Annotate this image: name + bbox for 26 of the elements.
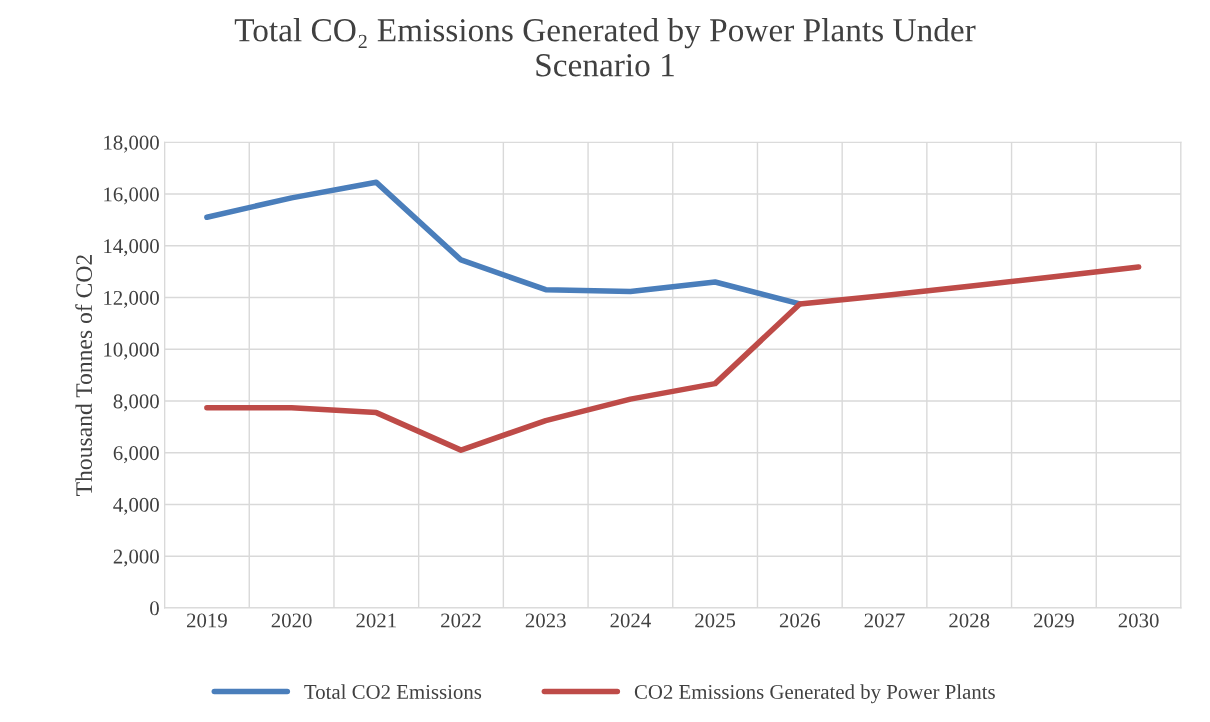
y-tick-label: 12,000 xyxy=(104,290,159,308)
legend-label: Total CO2 Emissions xyxy=(304,684,482,699)
x-tick-label: 2027 xyxy=(864,613,905,628)
y-tick-label: 0 xyxy=(150,601,159,616)
y-tick-label: 6,000 xyxy=(113,446,159,464)
x-tick-label: 2023 xyxy=(525,613,566,628)
x-tick-label: 2028 xyxy=(949,613,990,628)
x-tick-label: 2029 xyxy=(1033,613,1074,628)
x-tick-label: 2020 xyxy=(271,613,312,628)
y-tick-label: 16,000 xyxy=(104,187,159,205)
y-tick-label: 10,000 xyxy=(104,342,159,360)
y-axis-title: Thousand Tonnes of CO2 xyxy=(75,255,93,496)
x-tick-label: 2019 xyxy=(186,613,227,628)
y-tick-label: 14,000 xyxy=(104,239,159,257)
x-tick-label: 2021 xyxy=(356,613,396,628)
x-tick-label: 2024 xyxy=(610,613,651,628)
chart-title: Total CO₂ Emissions Generated by Power Plants Under Scenario 1 xyxy=(234,18,976,77)
x-tick-label: 2026 xyxy=(779,613,821,628)
x-tick-label: 2030 xyxy=(1118,613,1159,628)
y-tick-label: 8,000 xyxy=(113,394,159,412)
x-tick-label: 2025 xyxy=(695,613,736,628)
legend-label: CO2 Emissions Generated by Power Plants xyxy=(634,684,995,704)
y-tick-label: 4,000 xyxy=(113,497,159,515)
y-tick-label: 18,000 xyxy=(104,135,159,153)
y-tick-label: 2,000 xyxy=(113,549,159,567)
x-tick-label: 2022 xyxy=(441,613,481,628)
